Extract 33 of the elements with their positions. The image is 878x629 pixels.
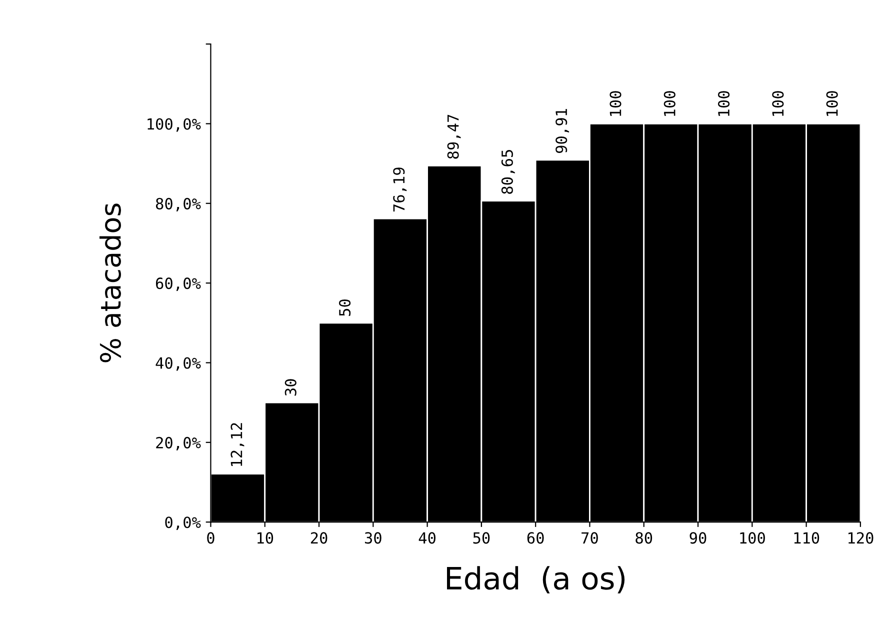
data-label: 100 — [610, 91, 622, 116]
data-label: 12,12 — [230, 423, 244, 466]
y-tick-label: 0,0% — [165, 516, 201, 530]
x-tick-label: 60 — [527, 532, 544, 544]
x-tick-label: 90 — [690, 532, 706, 544]
data-label: 76,19 — [393, 168, 407, 212]
x-tick-label: 0 — [207, 532, 214, 544]
x-tick-label: 100 — [740, 532, 765, 544]
x-tick-label: 10 — [258, 532, 274, 544]
x-tick-label: 110 — [794, 532, 820, 544]
data-label: 100 — [772, 91, 784, 116]
x-tick-label: 40 — [418, 532, 436, 544]
x-tick-label: 30 — [364, 532, 382, 544]
data-label: 89,47 — [447, 114, 461, 159]
x-tick-label: 50 — [473, 532, 490, 544]
x-tick-label: 80 — [636, 532, 652, 544]
data-label: 100 — [826, 91, 838, 116]
x-tick-label: 120 — [848, 532, 874, 544]
data-label: 50 — [338, 300, 351, 316]
y-tick-label: 100,0% — [148, 118, 201, 132]
data-label: 100 — [718, 91, 730, 116]
x-tick-label: 20 — [310, 532, 328, 544]
y-tick-label: 20,0% — [156, 436, 201, 450]
x-tick-label: 70 — [582, 532, 598, 544]
x-axis-title: Edad (a os) — [447, 566, 625, 594]
data-label: 100 — [664, 91, 676, 116]
data-label: 30 — [284, 379, 296, 396]
y-tick-label: 80,0% — [156, 198, 201, 212]
y-tick-label: 40,0% — [156, 357, 201, 371]
data-label: 90,91 — [556, 108, 570, 153]
y-axis-title: % atacados — [99, 204, 121, 362]
y-tick-label: 60,0% — [156, 278, 201, 292]
data-label: 80,65 — [501, 150, 515, 194]
